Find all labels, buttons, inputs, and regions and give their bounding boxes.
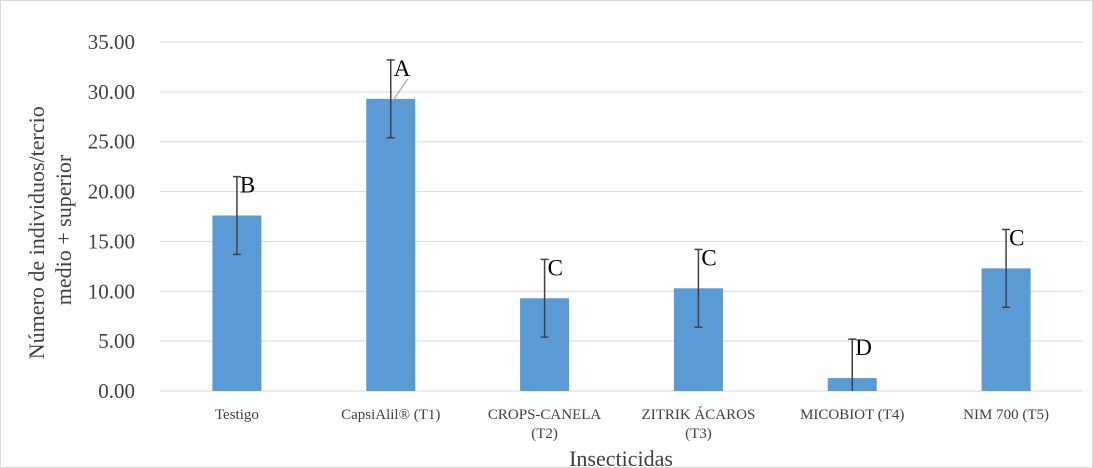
gridlines bbox=[160, 41, 1083, 392]
x-tick-label: MICOBIOT (T4) bbox=[800, 407, 904, 423]
y-tick-label: 25.00 bbox=[88, 130, 135, 154]
y-tick-label: 20.00 bbox=[88, 180, 135, 204]
data-label: C bbox=[701, 245, 716, 270]
x-tick-label: Testigo bbox=[215, 407, 259, 423]
data-label-leader bbox=[392, 78, 409, 102]
bar bbox=[366, 98, 416, 391]
data-label: C bbox=[548, 255, 563, 280]
x-tick-label: CROPS-CANELA bbox=[488, 407, 602, 423]
y-axis-ticks: 0.00 5.00 10.00 15.00 20.00 25.00 30.00 35.00 bbox=[88, 30, 135, 403]
data-label: C bbox=[1009, 225, 1024, 250]
y-axis-title-line-2: medio + superior bbox=[51, 154, 76, 305]
y-tick-label: 15.00 bbox=[88, 229, 135, 253]
data-label: D bbox=[855, 335, 872, 360]
x-axis-title: Insecticidas bbox=[569, 446, 673, 468]
x-axis-ticks: Testigo CapsiAlil® (T1) CROPS-CANELA (T2) ZI… bbox=[215, 406, 1049, 442]
y-tick-label: 35.00 bbox=[88, 30, 135, 54]
x-tick-label: (T2) bbox=[531, 426, 558, 442]
data-label: B bbox=[240, 173, 255, 198]
error-bars bbox=[232, 59, 1011, 391]
data-label: A bbox=[394, 56, 411, 81]
y-tick-label: 5.00 bbox=[98, 329, 135, 353]
y-tick-label: 0.00 bbox=[98, 379, 135, 403]
x-tick-label: NIM 700 (T5) bbox=[963, 407, 1049, 423]
x-tick-label: ZITRIK ÁCAROS bbox=[642, 406, 756, 423]
x-tick-label: (T3) bbox=[685, 426, 712, 442]
y-axis-title-line-1: Número de individuos/tercio bbox=[24, 106, 49, 359]
y-axis-title: Número de individuos/tercio medio + supe… bbox=[24, 101, 76, 359]
y-tick-label: 10.00 bbox=[88, 279, 135, 303]
x-tick-label: CapsiAlil® (T1) bbox=[341, 407, 440, 423]
y-tick-label: 30.00 bbox=[88, 80, 135, 104]
data-labels: B A C C D C bbox=[240, 56, 1025, 360]
